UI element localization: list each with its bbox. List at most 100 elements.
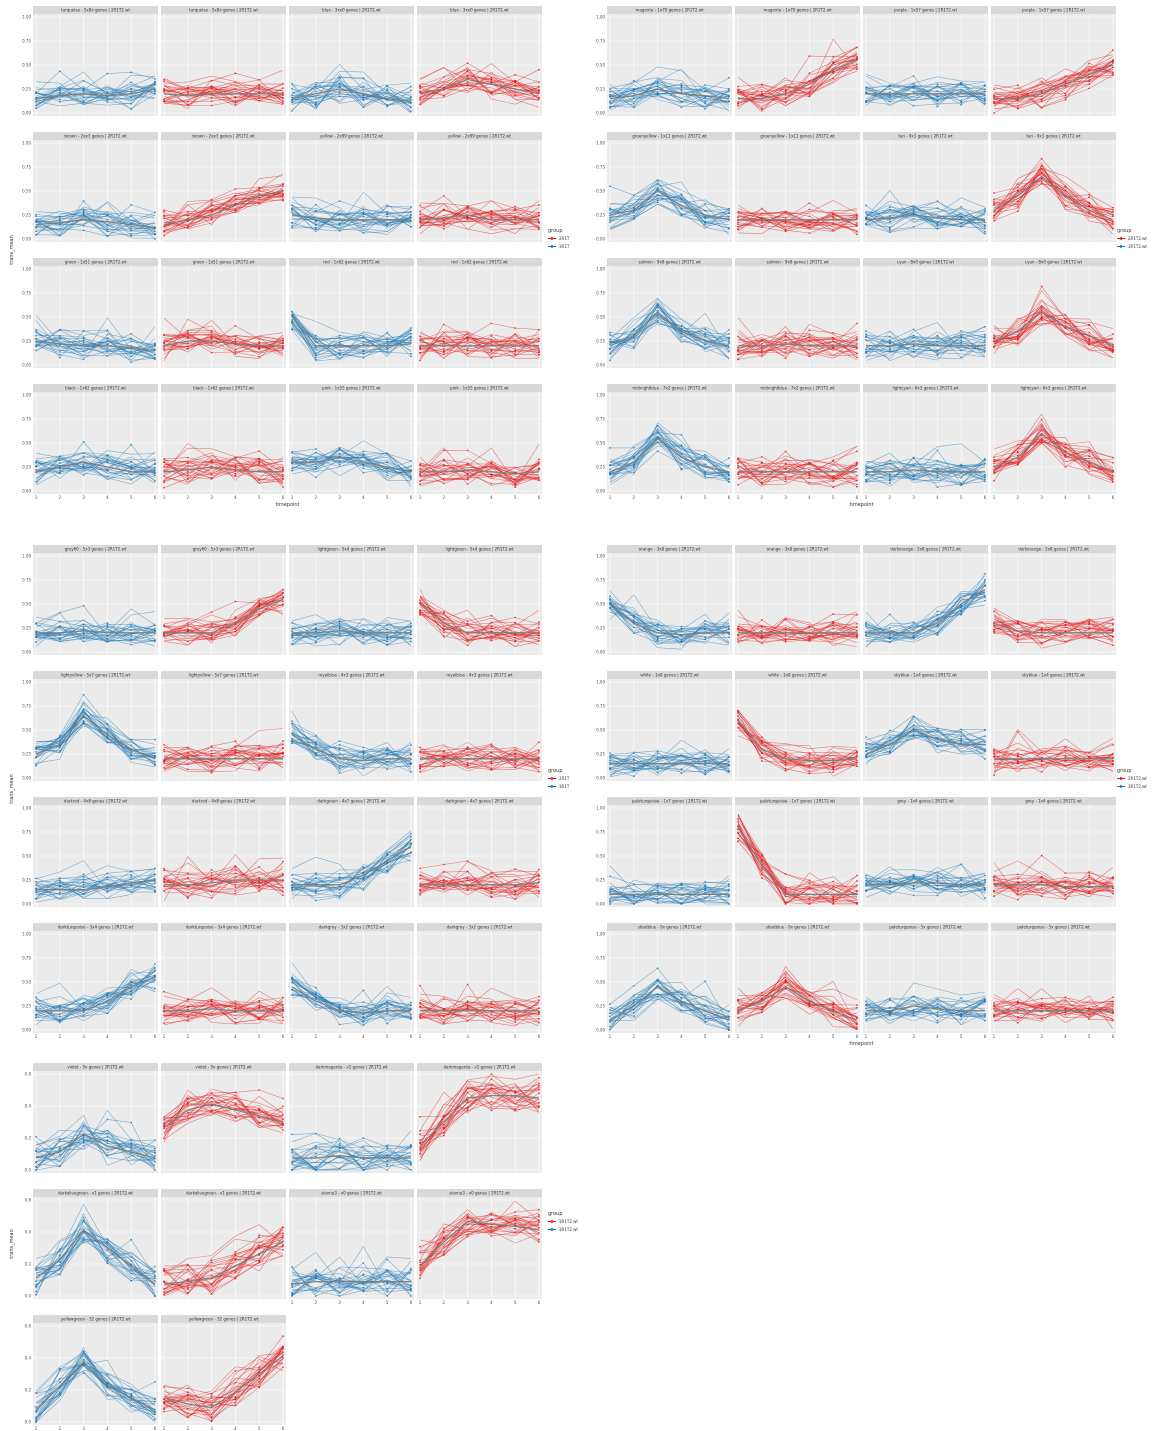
gene-point bbox=[282, 740, 284, 742]
gene-line bbox=[609, 600, 730, 645]
mean-profile-line bbox=[36, 976, 156, 1012]
gene-point bbox=[784, 357, 787, 360]
gene-line bbox=[419, 77, 540, 96]
gene-point bbox=[466, 1001, 469, 1004]
facet-strip bbox=[863, 6, 988, 14]
gene-point bbox=[163, 1022, 165, 1024]
gene-point bbox=[35, 219, 37, 222]
x-tick-label: 2 bbox=[633, 495, 636, 500]
gene-point bbox=[163, 885, 165, 887]
gene-line bbox=[737, 51, 858, 98]
gene-point bbox=[1088, 450, 1091, 453]
mean-profile-line bbox=[420, 469, 540, 475]
facet-strip-label: orange - 3x8 genes | 2R1T2.wt bbox=[767, 547, 829, 552]
gene-point bbox=[1088, 87, 1091, 90]
gene-point bbox=[82, 337, 85, 340]
gene-point bbox=[888, 477, 891, 480]
gene-point bbox=[1088, 211, 1091, 214]
gene-line bbox=[291, 724, 412, 777]
mean-profile-line bbox=[291, 986, 411, 1014]
gene-point bbox=[632, 457, 635, 459]
gene-point bbox=[1016, 339, 1019, 341]
gene-point bbox=[865, 204, 867, 207]
facet-strip-label: magenta - 1x70 genes | 2R1T2.wt bbox=[763, 8, 832, 13]
gene-point bbox=[106, 459, 109, 461]
gene-point bbox=[419, 351, 421, 354]
gene-line bbox=[993, 167, 1114, 226]
gene-point bbox=[737, 633, 739, 636]
facet-panel: green - 1x51 genes | 2R1T2.wt0.000.250.5… bbox=[22, 258, 158, 368]
gene-line bbox=[419, 1000, 540, 1016]
gene-line bbox=[737, 200, 858, 227]
gene-point bbox=[856, 479, 858, 482]
gene-line bbox=[419, 463, 540, 483]
gene-point bbox=[984, 224, 986, 226]
gene-point bbox=[338, 223, 341, 226]
gene-point bbox=[784, 230, 787, 233]
gene-point bbox=[936, 224, 939, 227]
gene-point bbox=[737, 484, 739, 486]
gene-line bbox=[291, 628, 412, 638]
gene-point bbox=[210, 765, 213, 767]
mean-profile-line bbox=[738, 343, 857, 347]
gene-point bbox=[1112, 71, 1114, 74]
gene-point bbox=[410, 327, 412, 329]
gene-line bbox=[419, 336, 540, 357]
gene-point bbox=[106, 228, 109, 231]
x-tick-label: 1 bbox=[163, 495, 166, 500]
gene-point bbox=[210, 329, 213, 332]
gene-line bbox=[35, 81, 156, 102]
gene-line bbox=[291, 973, 412, 1027]
y-tick-label: 0.75 bbox=[22, 416, 31, 421]
mean-profile-line bbox=[866, 469, 985, 473]
gene-line bbox=[419, 602, 540, 641]
x-tick-label: 2 bbox=[1017, 495, 1020, 500]
gene-point bbox=[856, 343, 858, 345]
gene-point bbox=[856, 68, 858, 71]
gene-point bbox=[514, 81, 517, 84]
gene-line bbox=[163, 338, 284, 355]
gene-line bbox=[609, 178, 730, 214]
gene-line bbox=[291, 324, 412, 355]
gene-point bbox=[410, 844, 412, 846]
x-tick-label: 3 bbox=[1040, 495, 1043, 500]
facet-panel: magenta - 1x70 genes | 2R1T2.wt bbox=[735, 6, 860, 116]
gene-point bbox=[656, 431, 659, 434]
gene-point bbox=[490, 92, 493, 94]
gene-point bbox=[490, 322, 493, 325]
gene-point bbox=[338, 764, 341, 767]
facet-panel: turquoise - 5x8x genes | 2R1T2.wt bbox=[161, 6, 286, 116]
gene-point bbox=[466, 746, 469, 749]
facet-strip bbox=[607, 545, 732, 553]
gene-point bbox=[442, 227, 445, 230]
gene-point bbox=[514, 748, 517, 751]
gene-line bbox=[419, 203, 540, 220]
gene-point bbox=[514, 327, 517, 329]
gene-line bbox=[35, 335, 156, 347]
gene-point bbox=[291, 88, 293, 90]
facet-strip bbox=[33, 923, 158, 931]
gene-point bbox=[728, 346, 730, 349]
gene-point bbox=[1112, 351, 1114, 353]
y-tick-label: 0.50 bbox=[22, 62, 31, 67]
gene-point bbox=[82, 623, 85, 626]
x-tick-label: 3 bbox=[466, 1034, 469, 1039]
gene-point bbox=[210, 1000, 213, 1003]
gene-point bbox=[362, 872, 365, 875]
gene-point bbox=[338, 92, 341, 94]
gene-point bbox=[362, 753, 365, 756]
facet-panel: red - 1x62 genes | 2R1T2.wt bbox=[417, 258, 542, 368]
gene-point bbox=[960, 356, 963, 359]
x-tick-label: 6 bbox=[984, 495, 987, 500]
gene-line bbox=[419, 211, 540, 227]
gene-line bbox=[609, 425, 730, 477]
gene-point bbox=[936, 476, 939, 479]
gene-point bbox=[737, 358, 739, 361]
gene-point bbox=[737, 223, 739, 226]
gene-line bbox=[291, 73, 412, 110]
gene-point bbox=[234, 195, 237, 197]
gene-point bbox=[282, 87, 284, 89]
gene-point bbox=[338, 82, 341, 85]
gene-point bbox=[35, 763, 37, 765]
gene-point bbox=[784, 480, 787, 483]
